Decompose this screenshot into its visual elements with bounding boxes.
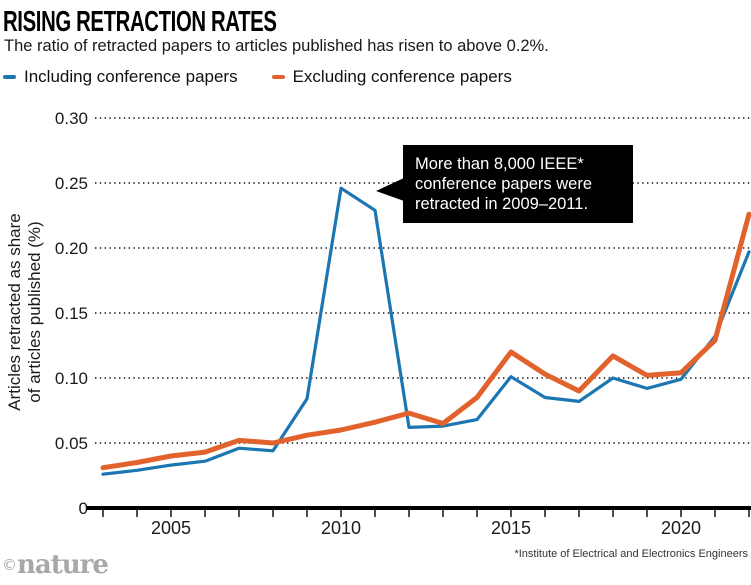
footnote: *Institute of Electrical and Electronics… (514, 548, 748, 560)
callout-tail-icon (376, 178, 404, 201)
legend-item-including: Including conference papers (3, 67, 238, 87)
x-tick-label: 2005 (151, 518, 191, 538)
annotation-line: More than 8,000 IEEE* (415, 155, 584, 173)
x-tick-label: 2015 (491, 518, 531, 538)
logo-text: nature (17, 550, 109, 580)
y-axis-title: Articles retracted as share (5, 213, 24, 410)
legend-dash-icon (3, 74, 16, 80)
page-title: RISING RETRACTION RATES (3, 6, 277, 38)
y-tick-label: 0.15 (55, 304, 88, 323)
y-tick-label: 0 (79, 499, 88, 518)
legend-item-excluding: Excluding conference papers (271, 67, 512, 87)
legend-dash-icon (271, 74, 285, 80)
annotation-line: conference papers were (415, 175, 593, 194)
annotation-line: retracted in 2009–2011. (415, 195, 589, 214)
y-tick-label: 0.30 (55, 109, 88, 128)
y-axis-title: of articles published (%) (25, 221, 44, 402)
y-tick-label: 0.05 (55, 434, 88, 453)
series-line-excluding (100, 211, 751, 471)
annotation-callout: More than 8,000 IEEE* conference papers … (403, 145, 633, 223)
y-tick-label: 0.25 (55, 174, 88, 193)
x-tick-label: 2020 (661, 518, 701, 538)
copyright-icon: © (2, 556, 17, 574)
legend-label: Excluding conference papers (292, 67, 512, 86)
nature-logo: ©nature (2, 550, 109, 580)
chart-legend: Including conference papers Excluding co… (3, 67, 546, 87)
x-tick-label: 2010 (321, 518, 361, 538)
page-subtitle: The ratio of retracted papers to article… (4, 37, 549, 55)
y-tick-label: 0.20 (55, 239, 88, 258)
legend-label: Including conference papers (24, 67, 238, 86)
y-tick-label: 0.10 (55, 369, 88, 388)
series-line-including (101, 186, 751, 476)
line-chart: 0 0.05 0.10 0.15 0.20 0.25 0.30 2005 2010 2015 202… (5, 109, 751, 538)
